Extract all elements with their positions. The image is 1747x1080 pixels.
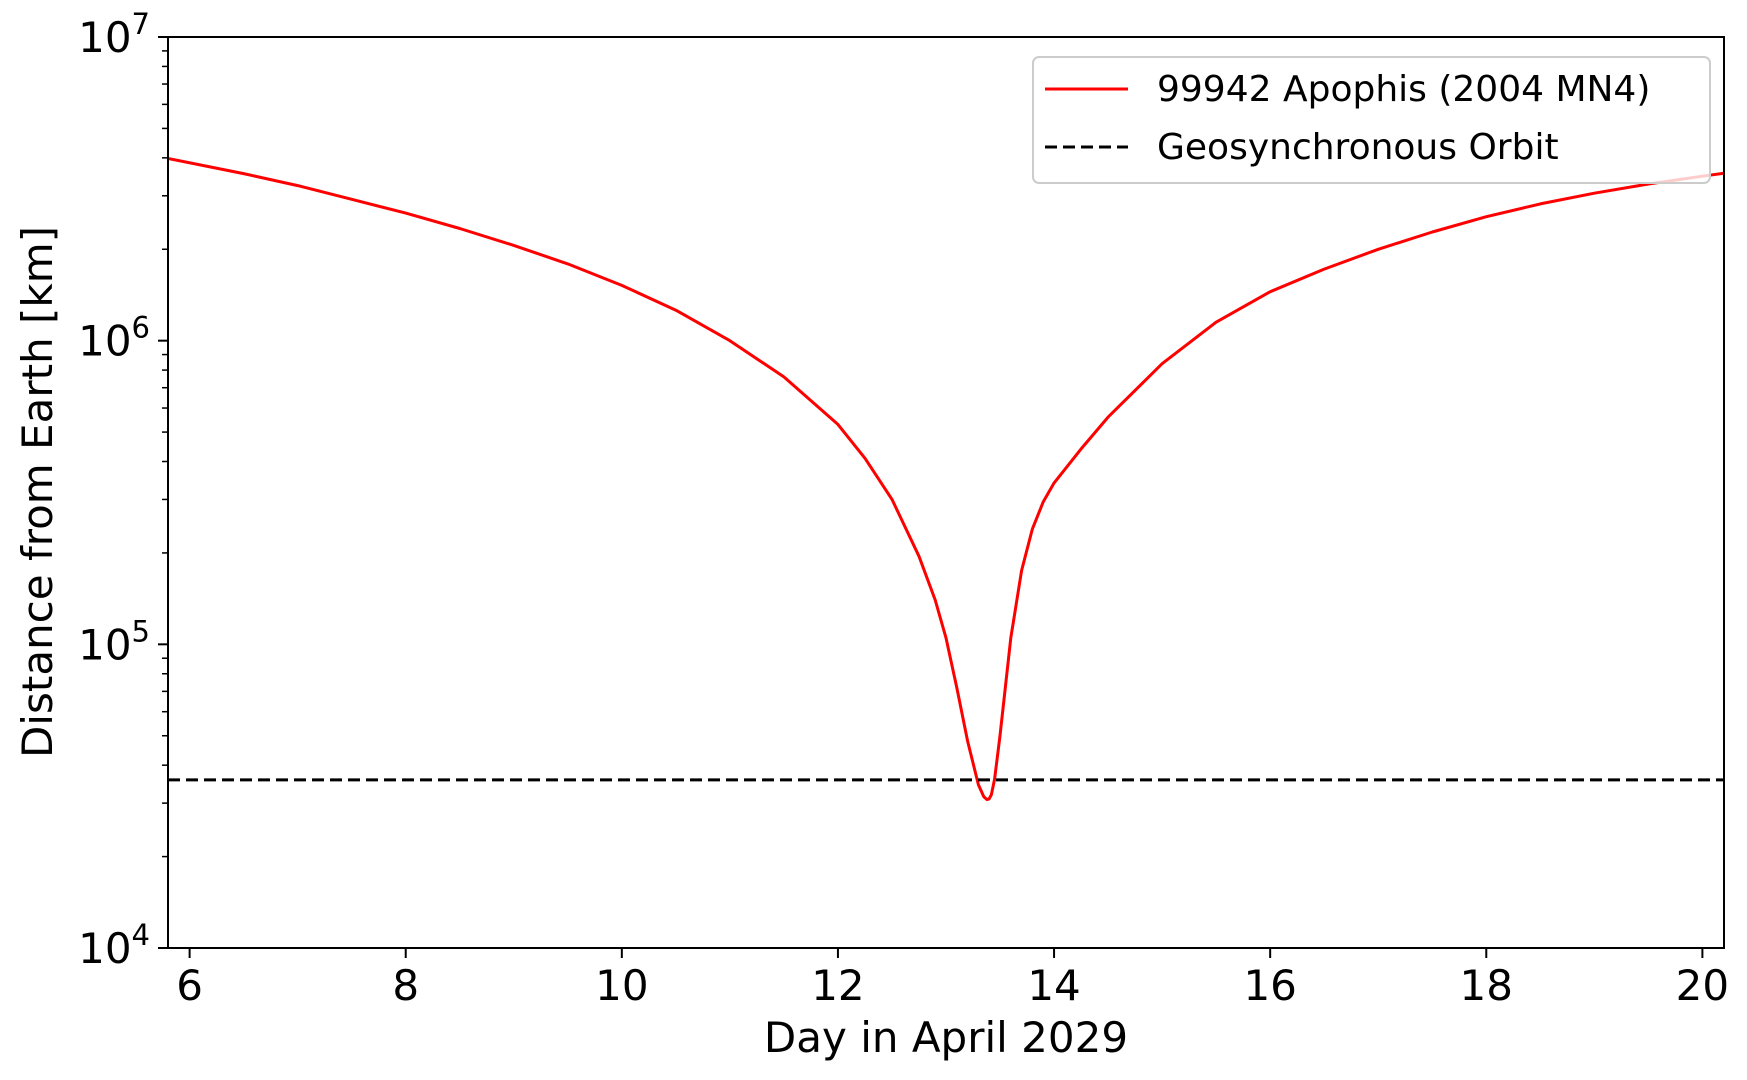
x-tick-label: 12	[811, 961, 864, 1010]
y-tick-label: 104	[78, 918, 150, 973]
x-tick-label: 20	[1676, 961, 1729, 1010]
legend-label-apophis: 99942 Apophis (2004 MN4)	[1157, 69, 1650, 110]
plot-frame	[167, 36, 1725, 949]
y-tick-label: 106	[78, 311, 150, 366]
x-tick-label: 14	[1027, 961, 1080, 1010]
x-axis-label: Day in April 2029	[764, 1013, 1128, 1062]
series-layer	[168, 157, 1724, 802]
x-tick-label: 18	[1460, 961, 1513, 1010]
legend-box	[1032, 56, 1711, 184]
x-tick-label: 16	[1243, 961, 1296, 1010]
ticks-layer: 6 8 10 12 14 16 18 20 104 105 106 107	[78, 7, 1729, 1010]
y-tick-label: 107	[78, 7, 150, 62]
x-tick-label: 10	[595, 961, 648, 1010]
x-tick-label: 6	[176, 961, 203, 1010]
legend-label-geosynchronous: Geosynchronous Orbit	[1157, 127, 1559, 168]
y-axis-label: Distance from Earth [km]	[13, 226, 62, 758]
legend: 99942 Apophis (2004 MN4) Geosynchronous …	[1032, 56, 1711, 184]
series-line-apophis	[168, 157, 1724, 802]
y-tick-label: 105	[78, 614, 150, 669]
x-tick-label: 8	[392, 961, 419, 1010]
